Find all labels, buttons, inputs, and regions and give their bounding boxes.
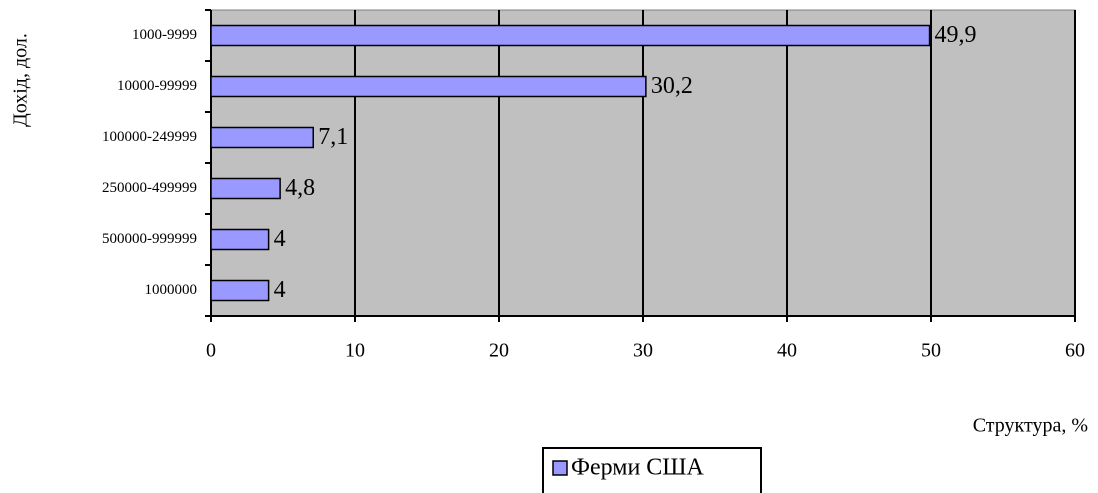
x-tick-label: 40 (777, 340, 797, 362)
y-tick-label: 1000-9999 (132, 27, 197, 43)
x-tick-label: 50 (921, 340, 941, 362)
bar (210, 228, 270, 251)
legend-label: Ферми США (571, 455, 705, 481)
x-tick-label: 30 (633, 340, 653, 362)
value-label: 4 (274, 226, 286, 252)
y-tick-label: 1000000 (145, 282, 198, 298)
bar (210, 177, 281, 200)
x-tick-label: 60 (1065, 340, 1085, 362)
bar (210, 126, 314, 149)
legend: Ферми США (542, 447, 762, 493)
y-axis-title: Дохід, дол. (10, 33, 32, 127)
x-tick-label: 10 (345, 340, 365, 362)
x-tick-label: 20 (489, 340, 509, 362)
value-label: 7,1 (318, 124, 348, 150)
value-label: 49,9 (935, 22, 977, 48)
legend-swatch (552, 460, 568, 476)
bar (210, 24, 931, 47)
value-label: 30,2 (651, 73, 693, 99)
x-tick-label: 0 (206, 340, 216, 362)
bar (210, 279, 270, 302)
legend-box (542, 447, 762, 493)
value-label: 4,8 (285, 175, 315, 201)
y-tick-label: 250000-499999 (102, 180, 197, 196)
y-tick-label: 500000-999999 (102, 231, 197, 247)
y-tick-label: 100000-249999 (102, 129, 197, 145)
bar (210, 75, 647, 98)
value-label: 4 (274, 277, 286, 303)
y-tick-label: 10000-99999 (117, 78, 197, 94)
x-axis-title: Структура, % (973, 415, 1088, 437)
